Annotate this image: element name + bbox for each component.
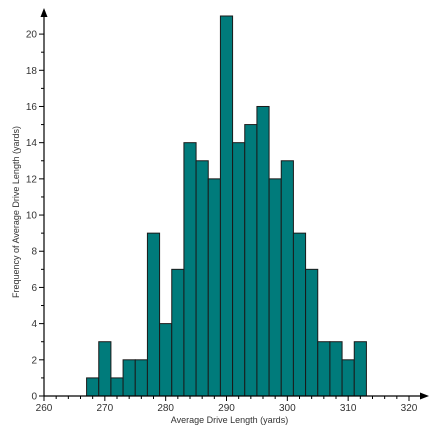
histogram-bar [122,359,136,397]
histogram-bar [195,160,209,397]
histogram-bar [159,323,173,397]
histogram-bar [268,178,282,397]
y-tick-label: 4 [31,319,37,330]
x-tick-label: 310 [340,403,357,414]
y-tick-label: 18 [26,66,38,77]
bars-group [86,15,367,397]
histogram-bar [329,341,343,397]
x-tick-label: 270 [96,403,113,414]
y-tick-label: 10 [26,211,38,222]
y-tick-label: 6 [31,283,37,294]
y-tick-label: 0 [31,392,37,403]
x-tick-label: 260 [36,403,53,414]
x-tick-label: 300 [279,403,296,414]
x-tick-label: 320 [401,403,418,414]
histogram-bar [183,142,197,397]
histogram-bar [244,124,258,397]
histogram-bar [280,160,294,397]
x-axis-title: Average Drive Length (yards) [171,415,288,425]
x-tick-label: 290 [218,403,235,414]
x-tick-label: 280 [157,403,174,414]
histogram-bar [219,15,234,397]
histogram-bar [98,341,112,397]
histogram-bar [292,232,307,397]
histogram-bar [317,341,331,397]
y-tick-label: 8 [31,247,37,258]
histogram-bar [86,377,100,397]
x-ticks-group: 260 270 280 290 300 310 320 [36,396,418,414]
histogram-bar [305,268,319,397]
y-tick-label: 12 [26,174,38,185]
histogram-bar [232,142,246,397]
x-axis-arrow [420,392,429,400]
y-axis-arrow [40,8,48,17]
histogram-bar [171,268,185,397]
histogram-bar [256,105,270,397]
histogram-bar [134,359,148,397]
y-tick-label: 14 [26,138,38,149]
y-ticks-group: 0 2 4 6 8 10 12 14 16 18 20 [26,30,44,403]
y-tick-label: 16 [26,102,38,113]
histogram-bar [110,377,124,397]
y-axis-title: Frequency of Average Drive Length (yards… [11,126,21,298]
histogram-bar [207,178,221,397]
y-tick-label: 2 [31,355,37,366]
histogram-bar [146,232,161,397]
histogram-bar [341,359,355,397]
histogram-bar [353,341,367,397]
y-tick-label: 20 [26,30,38,41]
